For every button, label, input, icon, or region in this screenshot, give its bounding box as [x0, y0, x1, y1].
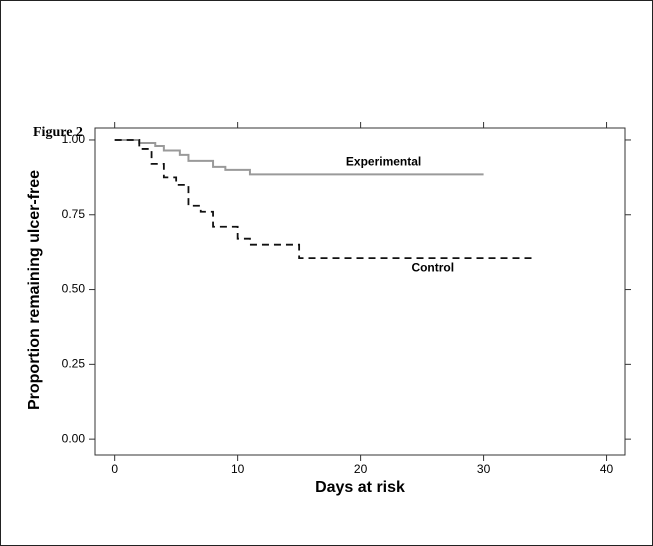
curve-label: Experimental [346, 155, 421, 169]
y-tick-label: 0.00 [62, 431, 86, 445]
x-tick-label: 0 [111, 462, 118, 476]
y-tick-label: 0.75 [62, 207, 86, 221]
y-axis-label: Proportion remaining ulcer-free [26, 170, 43, 410]
survival-curve [114, 139, 533, 260]
x-tick-label: 30 [477, 462, 491, 476]
x-tick-label: 40 [600, 462, 614, 476]
y-tick-label: 0.50 [62, 282, 86, 296]
figure-label: Figure 2 [33, 125, 83, 140]
x-tick-label: 10 [231, 462, 245, 476]
survival-curve [114, 138, 484, 176]
x-axis-label: Days at risk [315, 479, 405, 496]
curve-label: Control [411, 260, 454, 274]
y-tick-label: 0.25 [62, 357, 86, 371]
plot-frame [94, 127, 626, 456]
y-tick-label: 1.00 [62, 132, 86, 146]
x-tick-label: 20 [354, 462, 368, 476]
